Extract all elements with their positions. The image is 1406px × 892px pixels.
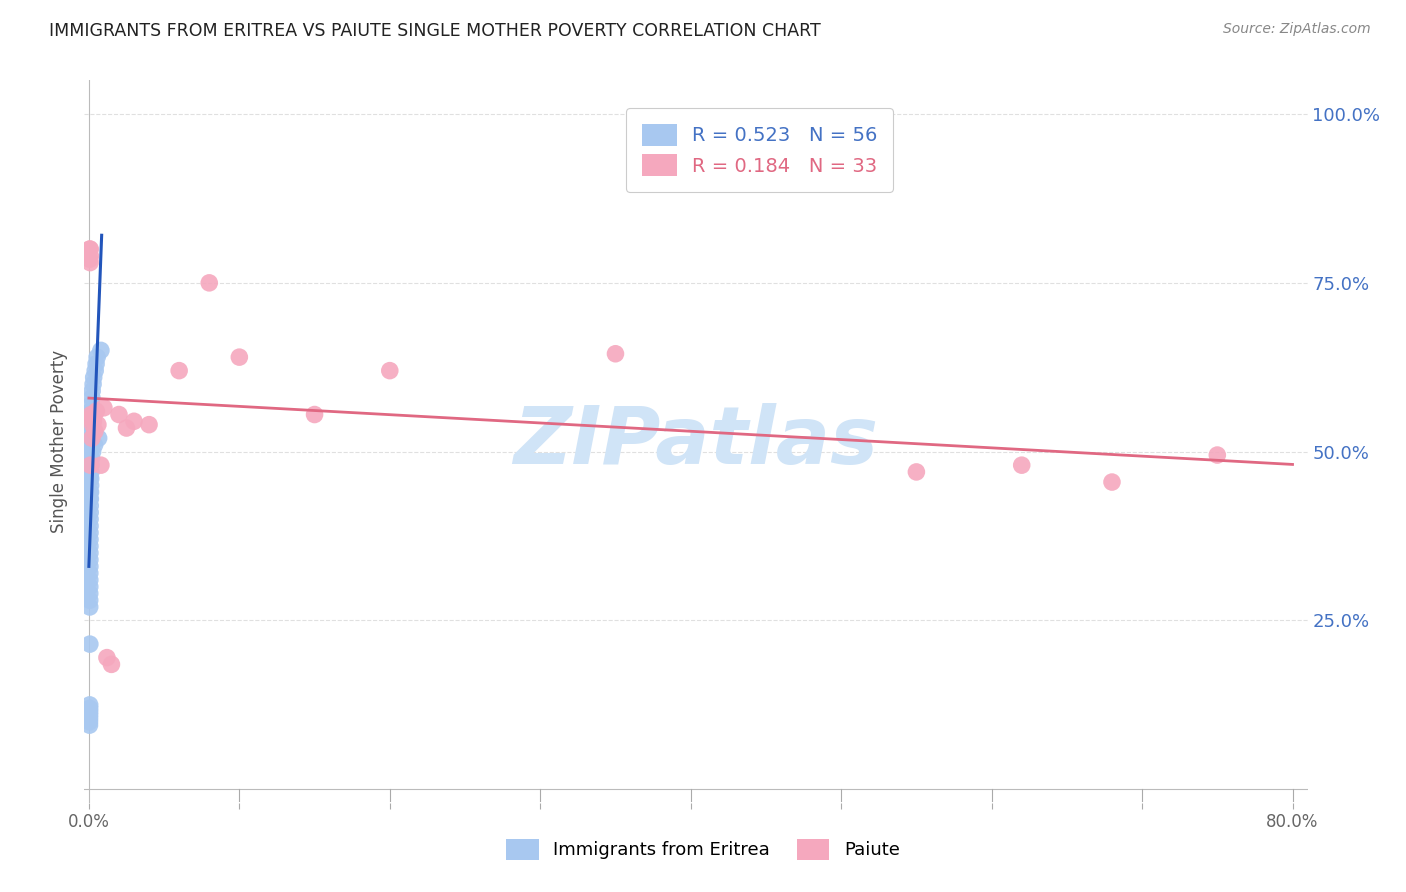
Point	[79, 525, 101, 540]
Point	[79, 533, 101, 547]
Point	[79, 714, 101, 729]
Point	[79, 499, 101, 513]
Point	[1101, 475, 1123, 489]
Point	[79, 539, 101, 553]
Point	[79, 711, 101, 725]
Point	[79, 249, 101, 263]
Point	[83, 438, 105, 452]
Point	[80, 465, 103, 479]
Point	[79, 552, 101, 566]
Text: ZIPatlas: ZIPatlas	[513, 402, 879, 481]
Point	[82, 377, 104, 392]
Point	[84, 364, 107, 378]
Point	[79, 485, 101, 500]
Point	[79, 458, 101, 472]
Point	[87, 417, 110, 432]
Point	[93, 401, 115, 415]
Point	[1011, 458, 1033, 472]
Point	[96, 650, 118, 665]
Point	[79, 465, 101, 479]
Point	[79, 593, 101, 607]
Point	[79, 698, 101, 712]
Point	[79, 637, 101, 651]
Point	[79, 708, 101, 723]
Point	[79, 546, 101, 560]
Point	[79, 491, 101, 506]
Point	[79, 478, 101, 492]
Point	[86, 404, 108, 418]
Point	[79, 472, 101, 486]
Point	[115, 421, 138, 435]
Legend: R = 0.523   N = 56, R = 0.184   N = 33: R = 0.523 N = 56, R = 0.184 N = 33	[626, 108, 893, 192]
Point	[87, 431, 110, 445]
Point	[79, 701, 101, 715]
Point	[905, 465, 928, 479]
Point	[82, 417, 104, 432]
Point	[79, 566, 101, 581]
Point	[79, 458, 101, 472]
Point	[378, 364, 401, 378]
Y-axis label: Single Mother Poverty: Single Mother Poverty	[51, 350, 69, 533]
Point	[83, 408, 105, 422]
Point	[80, 458, 103, 472]
Text: Source: ZipAtlas.com: Source: ZipAtlas.com	[1223, 22, 1371, 37]
Point	[138, 417, 160, 432]
Point	[80, 397, 103, 411]
Point	[79, 425, 101, 439]
Point	[79, 599, 101, 614]
Point	[80, 451, 103, 466]
Point	[79, 559, 101, 574]
Point	[90, 458, 112, 472]
Point	[79, 573, 101, 587]
Point	[108, 408, 131, 422]
Point	[79, 451, 101, 466]
Point	[79, 491, 101, 506]
Point	[82, 414, 104, 428]
Point	[83, 370, 105, 384]
Point	[79, 411, 101, 425]
Point	[79, 242, 101, 256]
Point	[79, 586, 101, 600]
Point	[79, 444, 101, 458]
Point	[79, 519, 101, 533]
Point	[86, 350, 108, 364]
Point	[79, 411, 101, 425]
Point	[79, 417, 101, 432]
Point	[80, 404, 103, 418]
Point	[80, 391, 103, 405]
Point	[82, 444, 104, 458]
Point	[79, 718, 101, 732]
Point	[79, 438, 101, 452]
Point	[304, 408, 326, 422]
Point	[79, 431, 101, 445]
Point	[83, 425, 105, 439]
Point	[80, 408, 103, 422]
Point	[79, 252, 101, 267]
Point	[82, 384, 104, 398]
Point	[80, 431, 103, 445]
Point	[100, 657, 122, 672]
Point	[167, 364, 190, 378]
Point	[90, 343, 112, 358]
Point	[1206, 448, 1229, 462]
Legend: Immigrants from Eritrea, Paiute: Immigrants from Eritrea, Paiute	[499, 831, 907, 867]
Point	[79, 705, 101, 719]
Point	[79, 472, 101, 486]
Point	[122, 414, 145, 428]
Point	[79, 580, 101, 594]
Point	[198, 276, 221, 290]
Point	[79, 255, 101, 269]
Point	[79, 512, 101, 526]
Point	[84, 357, 107, 371]
Point	[79, 505, 101, 519]
Point	[79, 485, 101, 500]
Point	[605, 347, 627, 361]
Point	[79, 242, 101, 256]
Text: IMMIGRANTS FROM ERITREA VS PAIUTE SINGLE MOTHER POVERTY CORRELATION CHART: IMMIGRANTS FROM ERITREA VS PAIUTE SINGLE…	[49, 22, 821, 40]
Point	[228, 350, 250, 364]
